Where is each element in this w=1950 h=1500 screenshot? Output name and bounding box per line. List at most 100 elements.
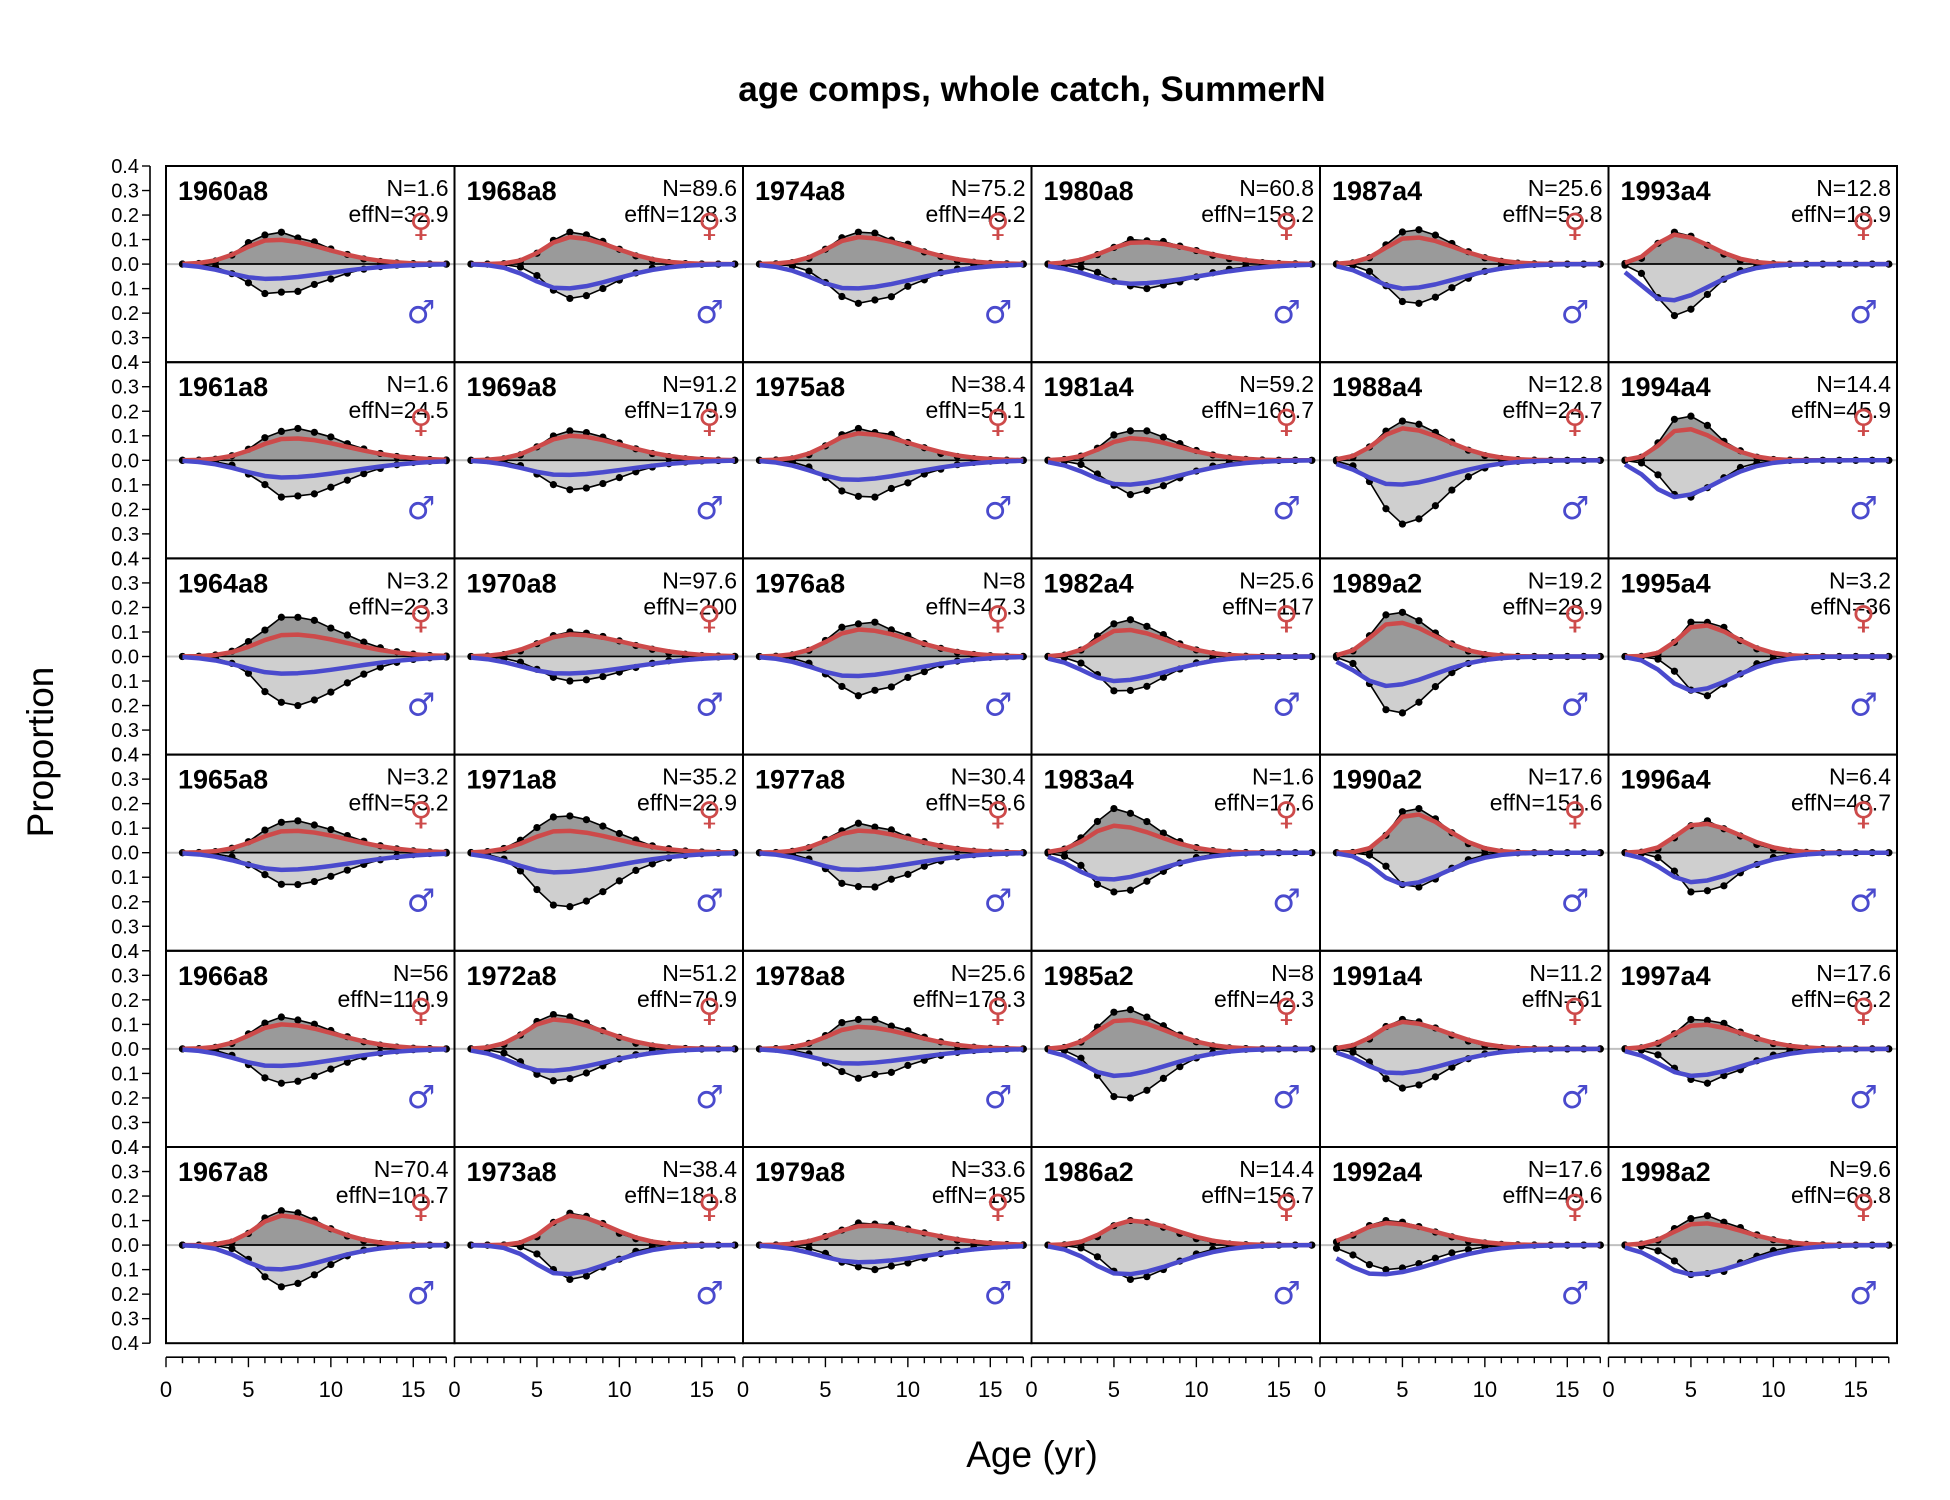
female-symbol-icon: ♀	[986, 1187, 1009, 1225]
panel-label: 1997a4	[1621, 961, 1711, 991]
observed-male-point	[1365, 1261, 1374, 1269]
female-symbol-icon: ♀	[1852, 598, 1875, 636]
y-tick-label: 0.3	[111, 1112, 139, 1134]
observed-female-point	[1431, 231, 1439, 239]
panel-label: 1985a2	[1044, 961, 1134, 991]
y-tick-label: 0.2	[111, 205, 139, 227]
observed-male-point	[1365, 267, 1374, 276]
observed-female-point	[1126, 616, 1135, 624]
panel-effn: effN=61	[1522, 986, 1603, 1012]
panel-n: N=3.2	[386, 764, 448, 790]
observed-male-point	[854, 1074, 863, 1082]
observed-male-point	[516, 867, 525, 875]
observed-female-point	[277, 427, 285, 436]
x-tick-label: 0	[160, 1377, 172, 1402]
observed-male-point	[838, 487, 846, 495]
panel-effn: effN=49.6	[1503, 1182, 1603, 1208]
observed-female-point	[1398, 608, 1407, 616]
female-symbol-icon: ♀	[1275, 1187, 1298, 1225]
observed-female-point	[838, 623, 846, 631]
observed-male-point	[1126, 686, 1135, 695]
observed-male-point	[1654, 471, 1662, 479]
observed-female-point	[277, 228, 285, 236]
observed-male-point	[1464, 473, 1472, 481]
male-symbol-icon: ♂	[1561, 489, 1590, 527]
panel-n: N=3.2	[1829, 567, 1891, 593]
observed-female-point	[1703, 421, 1712, 430]
y-tick-label: 0.1	[111, 230, 139, 252]
male-symbol-icon: ♂	[407, 1078, 436, 1116]
observed-male-point	[1093, 268, 1102, 277]
observed-male-point	[310, 1072, 318, 1080]
male-symbol-icon: ♂	[1561, 882, 1590, 920]
female-symbol-icon: ♀	[986, 402, 1009, 440]
y-tick-label: 0.3	[111, 720, 139, 742]
x-tick-label: 15	[1555, 1377, 1579, 1402]
observed-male-point	[1670, 867, 1679, 875]
panel-effn: effN=18.9	[1791, 201, 1891, 227]
observed-male-point	[1431, 1254, 1439, 1262]
observed-male-point	[1398, 709, 1407, 717]
y-tick-label: 0.4	[111, 941, 139, 963]
panel-label: 1964a8	[178, 568, 268, 598]
observed-male-point	[533, 271, 541, 280]
panel-effn: effN=181.8	[624, 1182, 737, 1208]
male-symbol-icon: ♂	[407, 293, 436, 331]
observed-male-point	[261, 688, 269, 696]
expected-female-line	[182, 436, 447, 463]
observed-male-point	[1415, 883, 1423, 891]
observed-male-point	[1110, 687, 1118, 695]
observed-male-point	[294, 880, 302, 889]
male-symbol-icon: ♂	[695, 882, 724, 920]
panel-label: 1966a8	[178, 961, 268, 991]
panel-label: 1967a8	[178, 1157, 268, 1187]
panel-effn: effN=22.9	[637, 790, 737, 816]
observed-male-point	[904, 282, 912, 290]
observed-male-point	[1703, 1079, 1712, 1087]
male-symbol-icon: ♂	[1272, 882, 1301, 920]
observed-female-point	[1415, 226, 1423, 234]
observed-female-point	[566, 228, 574, 236]
observed-female-point	[871, 1015, 879, 1024]
observed-male-point	[1143, 682, 1151, 690]
y-tick-label: 0.0	[111, 450, 139, 472]
expected-female-line	[759, 828, 1024, 855]
observed-female-point	[1687, 1015, 1695, 1024]
observed-female-point	[871, 823, 879, 831]
observed-male-point	[599, 479, 607, 488]
female-symbol-icon: ♀	[986, 795, 1009, 833]
panel-label: 1989a2	[1332, 568, 1422, 598]
observed-male-point	[904, 673, 912, 682]
observed-male-point	[277, 1283, 285, 1291]
expected-female-line	[759, 1223, 1024, 1248]
observed-female-area	[1624, 1214, 1890, 1246]
panel-label: 1996a4	[1621, 765, 1711, 795]
observed-male-point	[310, 490, 318, 498]
axes: 0.40.30.20.10.00.10.20.30.40.40.30.20.10…	[111, 156, 1890, 1402]
observed-male-point	[1093, 1253, 1102, 1261]
observed-female-point	[310, 1020, 318, 1028]
male-symbol-icon: ♂	[1272, 489, 1301, 527]
female-symbol-icon: ♀	[1852, 795, 1875, 833]
observed-male-point	[1654, 655, 1662, 663]
expected-male-line	[1335, 458, 1601, 487]
observed-male-point	[1143, 1273, 1151, 1281]
male-symbol-icon: ♂	[407, 489, 436, 527]
observed-female-point	[277, 1207, 285, 1215]
panel-n: N=33.6	[951, 1156, 1026, 1182]
observed-male-point	[1093, 880, 1102, 888]
observed-female-point	[887, 1022, 895, 1030]
observed-male-point	[1365, 851, 1374, 859]
expected-male-line	[470, 655, 735, 676]
male-symbol-icon: ♂	[984, 293, 1013, 331]
expected-male-line	[1624, 654, 1889, 694]
expected-female-line	[1047, 240, 1312, 267]
observed-male-point	[887, 484, 895, 493]
observed-male-point	[261, 480, 269, 489]
observed-male-point	[566, 1275, 574, 1284]
y-tick-label: 0.2	[111, 597, 139, 619]
